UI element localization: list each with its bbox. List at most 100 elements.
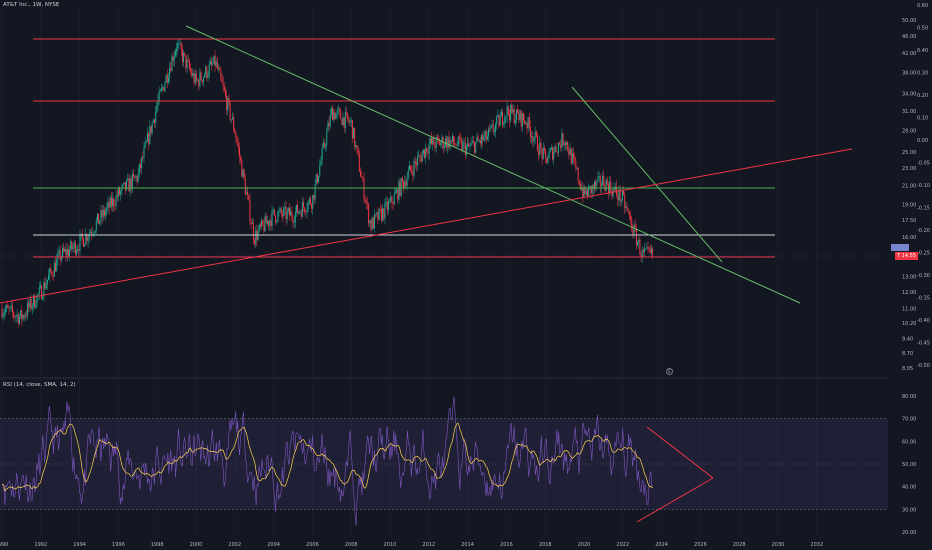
candle-body	[291, 211, 293, 219]
candle-body	[568, 149, 570, 156]
candle-body	[133, 173, 135, 176]
candle-body	[546, 156, 548, 163]
candle-body	[391, 196, 393, 204]
price-axis-label: 38.00	[902, 70, 916, 76]
candle-body	[311, 204, 313, 209]
candle-body	[344, 112, 346, 128]
candle-body	[471, 141, 473, 144]
candle-body	[214, 55, 216, 67]
candle-body	[475, 142, 477, 153]
candle-body	[193, 73, 195, 84]
candle-body	[58, 250, 60, 254]
rsi-axis-label: 50.00	[902, 462, 916, 468]
candle-body	[555, 146, 557, 152]
candle-body	[27, 303, 29, 316]
candle-body	[577, 168, 579, 181]
candle-body	[329, 114, 331, 127]
candle-body	[433, 137, 435, 146]
trendline-short-down[interactable]	[571, 86, 723, 263]
candle-body	[99, 220, 101, 224]
time-axis-label: 2008	[345, 542, 358, 548]
candle-body	[457, 136, 459, 146]
candle-body	[294, 212, 296, 223]
candle-body	[396, 189, 398, 193]
candle-body	[207, 75, 209, 78]
candle-body	[536, 135, 538, 151]
candle-body	[65, 248, 67, 256]
candle-body	[244, 178, 246, 195]
price-axis-label: 8.05	[902, 366, 913, 372]
candle-body	[454, 143, 456, 145]
candle-body	[136, 176, 138, 182]
candle-body	[509, 113, 511, 121]
candle-body	[110, 197, 112, 207]
time-axis-label: 1996	[112, 542, 125, 548]
candle-body	[195, 73, 197, 81]
candle-body	[151, 122, 153, 134]
candle-body	[275, 215, 277, 222]
candle-body	[22, 315, 24, 320]
candle-body	[510, 104, 512, 121]
candle-body	[105, 211, 107, 216]
candle-body	[297, 204, 299, 214]
trendline-rising[interactable]	[0, 148, 853, 304]
candle-body	[545, 150, 547, 157]
candle-body	[73, 242, 75, 248]
price-axis-label: 12.00	[902, 290, 916, 296]
candle-body	[298, 211, 300, 214]
candle-body	[502, 111, 504, 125]
candle-body	[563, 142, 565, 146]
candle-body	[180, 43, 182, 50]
candle-body	[221, 77, 223, 83]
candle-body	[75, 250, 77, 255]
candle-body	[619, 189, 621, 202]
candle-body	[204, 75, 206, 78]
horizontal-levels[interactable]	[0, 38, 888, 258]
candle-body	[304, 207, 306, 212]
candle-body	[623, 190, 625, 195]
candle-body	[443, 145, 445, 149]
candle-body	[215, 61, 217, 67]
candle-body	[94, 230, 96, 233]
candle-body	[177, 43, 179, 49]
candle-body	[325, 145, 327, 147]
trendline-long-down[interactable]	[185, 25, 801, 304]
rsi-indicator-title[interactable]: RSI (14, close, SMA, 14, 2)	[3, 382, 76, 388]
candle-body	[603, 175, 605, 187]
candle-body	[29, 298, 31, 308]
candle-body	[498, 115, 500, 126]
candle-body	[465, 145, 467, 155]
candle-body	[56, 259, 58, 272]
candle-body	[322, 142, 324, 149]
candle-body	[157, 100, 159, 107]
candle-body	[356, 145, 358, 149]
price-axis-label: 11.00	[902, 307, 916, 313]
candle-body	[162, 87, 164, 88]
candle-body	[398, 181, 400, 200]
candle-body	[589, 185, 591, 187]
candle-body	[496, 116, 498, 125]
candle-body	[380, 208, 382, 221]
candle-body	[242, 169, 244, 177]
candle-body	[625, 206, 627, 209]
candle-body	[320, 160, 322, 166]
candle-body	[205, 66, 207, 76]
price-axis-label: 10.20	[902, 321, 916, 327]
candle-body	[401, 178, 403, 182]
candle-body	[384, 202, 386, 219]
candle-body	[369, 220, 371, 224]
candle-body	[400, 178, 402, 196]
candle-body	[483, 136, 485, 141]
alert-circle-icon[interactable]: E	[666, 368, 673, 375]
candle-body	[226, 95, 228, 111]
candle-body	[649, 249, 651, 253]
candle-body	[410, 165, 412, 171]
candle-body	[79, 235, 81, 252]
candle-body	[264, 216, 266, 232]
candle-body	[373, 214, 375, 229]
trend-lines[interactable]	[0, 25, 853, 304]
candle-body	[87, 237, 89, 241]
percent-axis-label: -0.05	[917, 161, 930, 167]
candle-body	[353, 127, 355, 139]
